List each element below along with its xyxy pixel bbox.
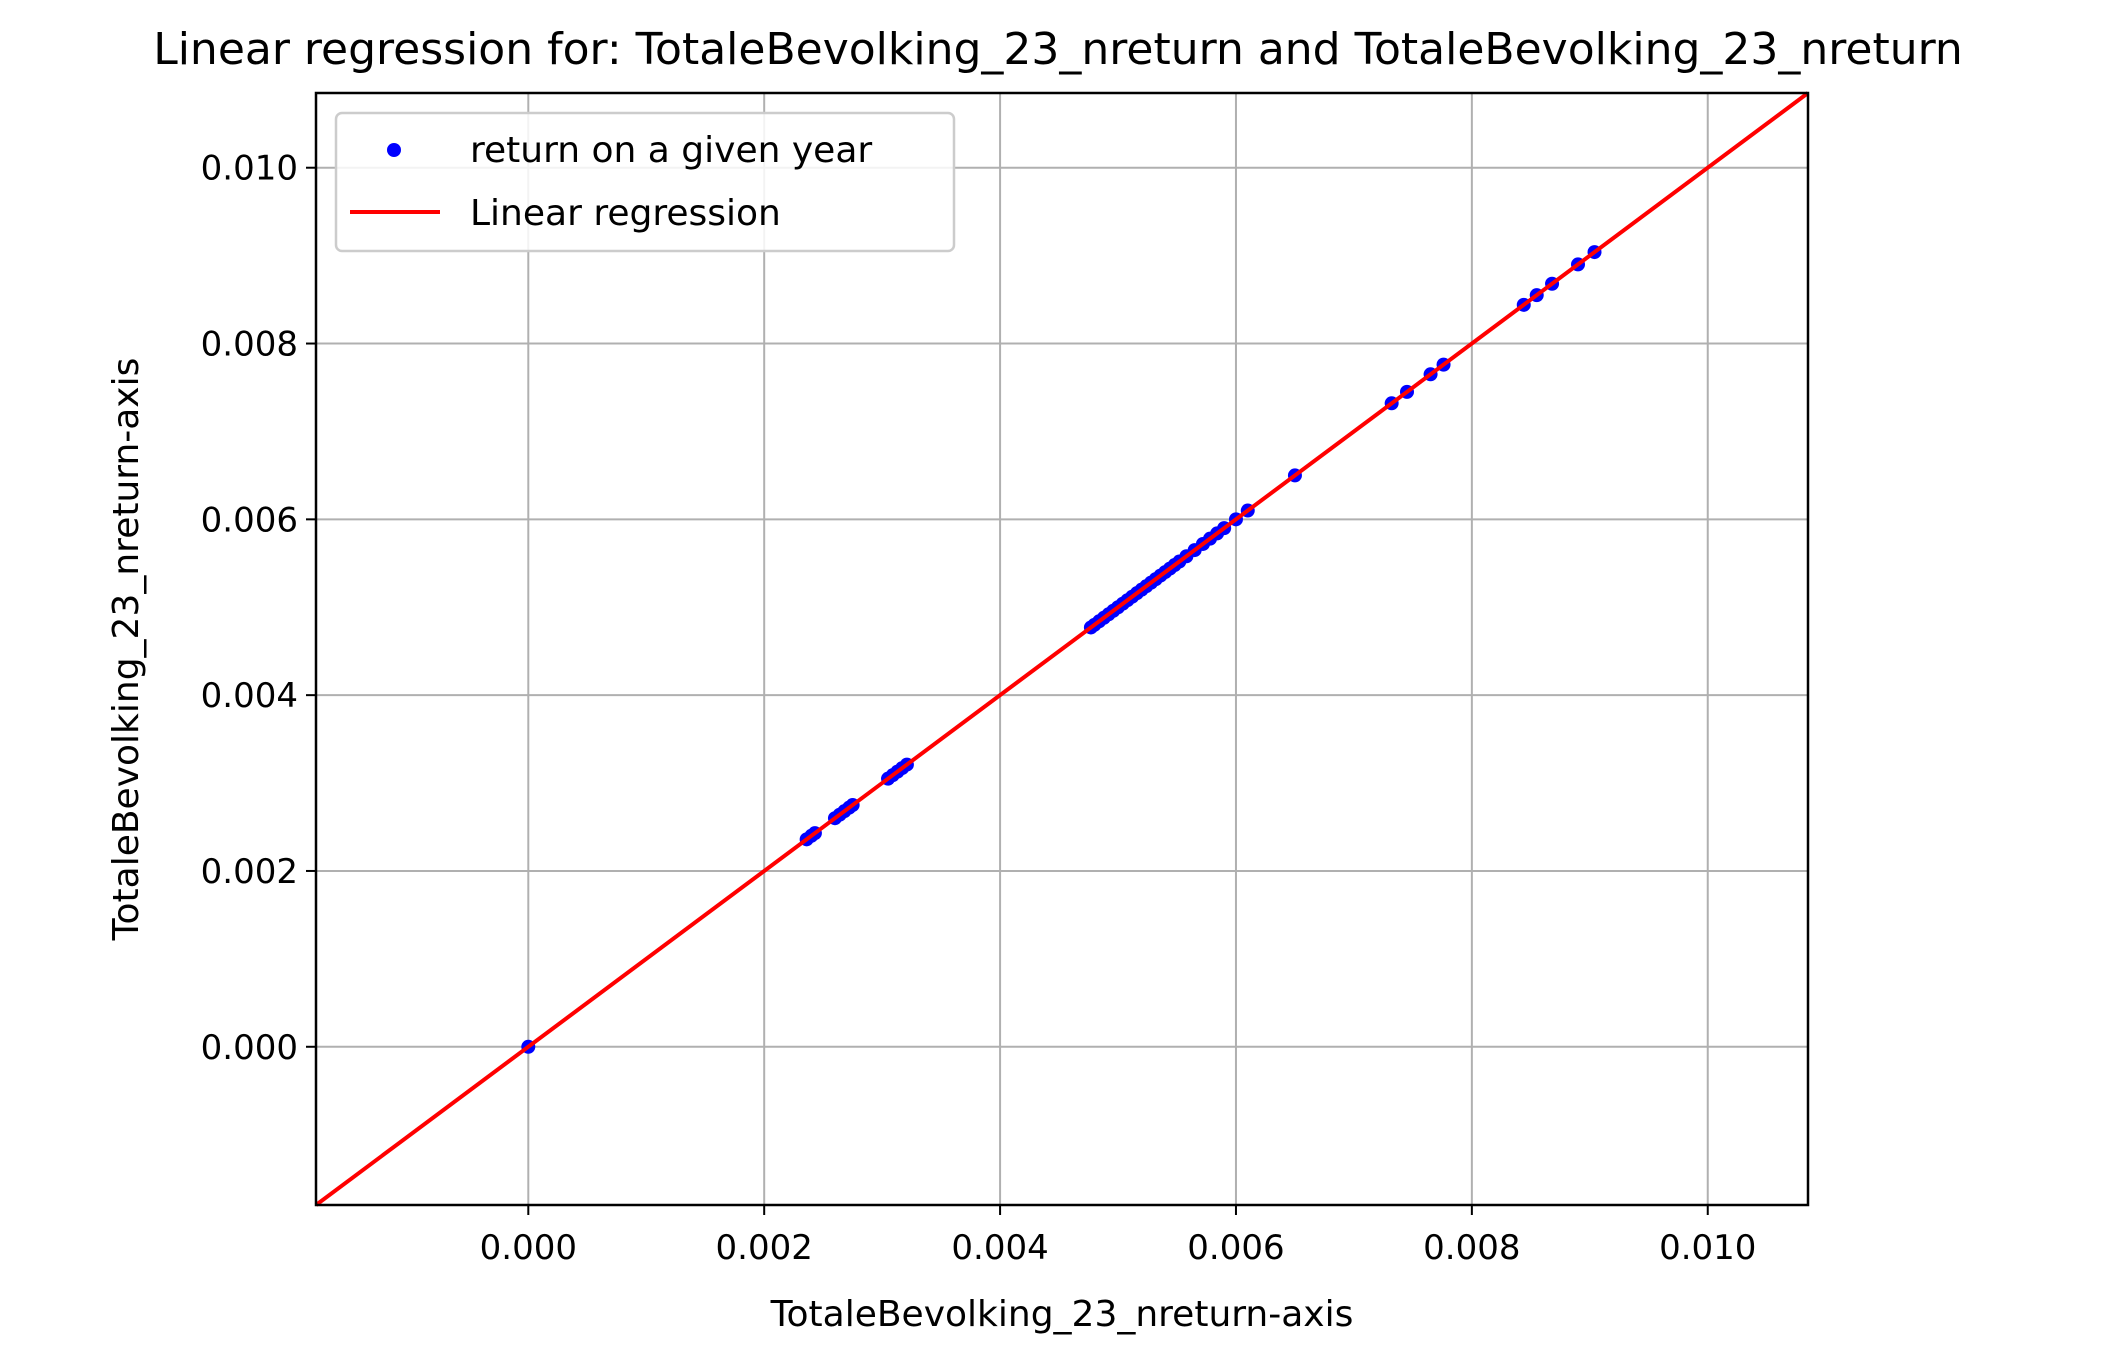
plot-area [314, 91, 1810, 1207]
tick-layer: 0.000 0.002 0.004 0.006 0.008 0.010 0.000 0.002… [201, 149, 1757, 1268]
y-tick-label-3: 0.006 [201, 500, 298, 540]
legend-marker-scatter [387, 143, 401, 157]
y-tick-label-4: 0.008 [201, 325, 298, 365]
x-tick-label-1: 0.002 [716, 1228, 813, 1268]
x-tick-label-3: 0.006 [1187, 1228, 1284, 1268]
x-tick-label-2: 0.004 [951, 1228, 1048, 1268]
legend-label-scatter: return on a given year [470, 130, 872, 171]
regression-line [314, 91, 1810, 1207]
chart-title: Linear regression for: TotaleBevolking_2… [153, 24, 1963, 75]
legend: return on a given year Linear regression [334, 111, 956, 253]
y-tick-label-1: 0.002 [201, 852, 298, 892]
x-tick-label-0: 0.000 [480, 1228, 577, 1268]
legend-box [334, 111, 956, 253]
y-tick-label-5: 0.010 [201, 149, 298, 189]
y-tick-label-0: 0.000 [201, 1028, 298, 1068]
x-axis-label: TotaleBevolking_23_nreturn-axis [770, 1294, 1354, 1335]
x-tick-label-4: 0.008 [1423, 1228, 1520, 1268]
x-tick-label-5: 0.010 [1659, 1228, 1756, 1268]
y-axis-label: TotaleBevolking_23_nreturn-axis [106, 358, 147, 942]
y-tick-label-2: 0.004 [201, 676, 298, 716]
plot-frame [314, 91, 1810, 1207]
legend-label-line: Linear regression [470, 193, 781, 234]
